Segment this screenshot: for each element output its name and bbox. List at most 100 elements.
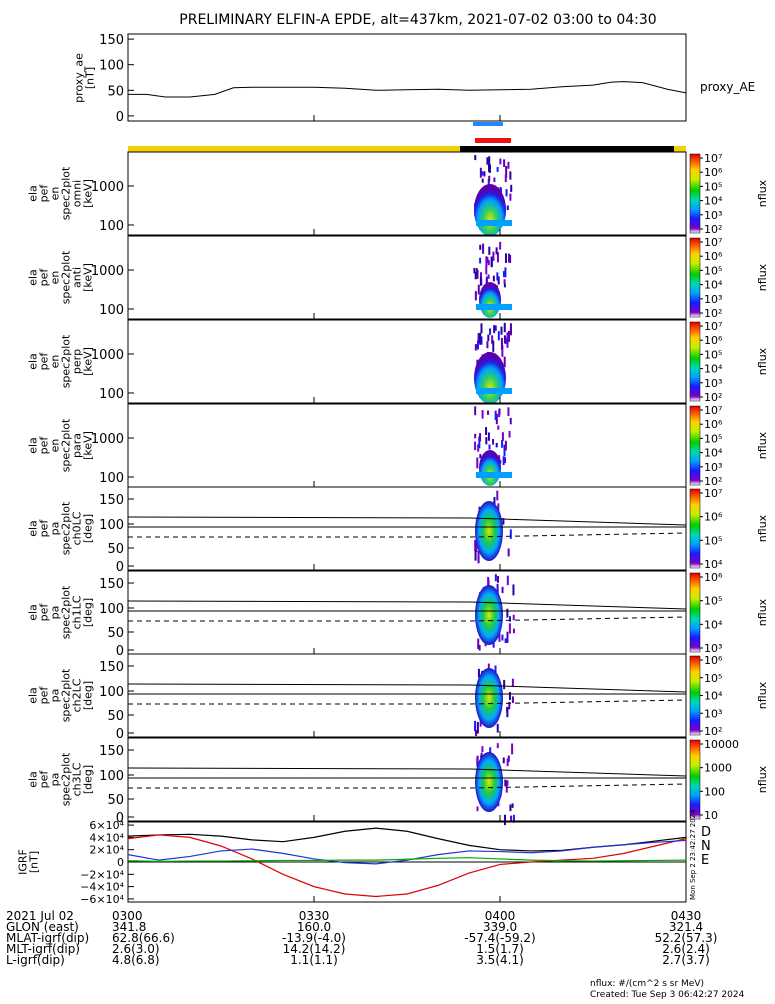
flux-pixel <box>496 166 499 172</box>
flux-pixel <box>481 171 484 176</box>
panel-ylabel-line: ela <box>27 520 40 537</box>
colorbar-tick-label: 10⁵ <box>704 348 722 361</box>
spectrogram-panel-4: 1000100elapefenspec2plotpara[keV]10⁷10⁶1… <box>27 403 769 488</box>
igrf-ylabel: IGRF[nT] <box>17 849 41 875</box>
flux-pixel <box>474 720 477 732</box>
panel-ytick-label: 50 <box>107 542 124 557</box>
flux-pixel <box>479 257 482 264</box>
colorbar-tick-label: 10² <box>704 391 722 404</box>
flux-pixel <box>496 723 499 733</box>
flux-pixel <box>501 440 504 448</box>
flux-pixel <box>508 430 511 438</box>
flux-pixel <box>497 276 500 285</box>
colorbar-tick-label: 10⁷ <box>704 487 722 500</box>
igrf-legend-N: N <box>701 839 711 854</box>
colorbar-tick-label: 10³ <box>704 293 722 306</box>
footer-row-value: 0300 <box>112 909 143 923</box>
igrf-ytick-label: −2×10⁴ <box>80 868 124 881</box>
colorbar-tick-label: 100 <box>704 785 725 798</box>
igrf-ytick-label: 2×10⁴ <box>89 844 124 857</box>
colorbar-tick-label: 10⁶ <box>704 511 723 524</box>
flux-pixel <box>481 746 484 753</box>
panel-ylabel-line: en <box>49 187 62 201</box>
flux-pixel <box>509 804 512 812</box>
flux-pixel <box>494 410 497 420</box>
flux-pixel <box>502 757 505 764</box>
panel-ylabel-line: pa <box>49 606 62 620</box>
panel-ytick-label: 100 <box>99 387 124 402</box>
colorbar <box>689 153 701 234</box>
flux-pixel <box>482 243 485 254</box>
loss-cone-lower <box>128 699 687 705</box>
flux-pixel <box>475 543 478 552</box>
flux-pixel <box>493 497 496 508</box>
panel-ylabel-line: spec2plot <box>60 250 73 304</box>
flux-pixel <box>510 815 513 821</box>
flux-pixel <box>504 457 507 464</box>
flux-pixel <box>486 341 489 349</box>
panel-ylabel-line: spec2plot <box>60 668 73 722</box>
panel-frame <box>127 403 687 488</box>
panel-ylabel-line: ela <box>27 185 40 202</box>
flux-blob <box>479 282 501 318</box>
colorbar-tick-label: 10³ <box>704 209 722 222</box>
flux-pixel <box>474 271 477 280</box>
panel-ylabel-line: spec2plot <box>60 501 73 555</box>
panel-ylabel-line: ch3LC <box>71 762 84 796</box>
flux-pixel <box>509 323 512 334</box>
flux-pixel <box>498 631 501 642</box>
loss-cone-upper <box>127 767 687 777</box>
panel-ytick-label: 150 <box>99 744 124 759</box>
panel-ytick-label: 50 <box>107 626 124 641</box>
colorbar <box>689 488 701 569</box>
panel-ylabel-line: pa <box>49 522 62 536</box>
panel-ylabel-line: perp <box>71 349 84 374</box>
panel-ylabel-line: en <box>49 271 62 285</box>
panel-ylabel-line: spec2plot <box>60 418 73 472</box>
flux-pixel <box>511 678 514 687</box>
figure-title: PRELIMINARY ELFIN-A EPDE, alt=437km, 202… <box>179 12 656 28</box>
footer-row-label: GLON (east) <box>6 920 79 934</box>
flux-pixel <box>507 407 510 416</box>
igrf-ytick-label: 6×10⁴ <box>89 819 124 832</box>
colorbar-tick-label: 10² <box>704 223 722 236</box>
colorbar-tick-label: 10⁷ <box>704 320 722 333</box>
flux-pixel <box>480 323 483 334</box>
flux-pixel <box>492 340 495 352</box>
panel-ylabel-line: pef <box>38 436 51 455</box>
igrf-panel: 6×10⁴4×10⁴2×10⁴0−2×10⁴−4×10⁴−6×10⁴DNEIGR… <box>17 115 711 906</box>
flux-pixel <box>477 550 480 563</box>
panel-ytick-label: 150 <box>99 577 124 592</box>
colorbar-tick-label: 10000 <box>704 738 739 751</box>
panel-ytick-label: 100 <box>99 518 124 533</box>
colorbar <box>689 237 701 318</box>
ae-series-line <box>128 81 687 98</box>
flux-pixel <box>478 436 481 449</box>
panel-ylabel-line: ela <box>27 269 40 286</box>
ae-ylabel: proxy_ae[nT] <box>73 53 97 103</box>
panel-ytick-label: 0 <box>116 727 124 742</box>
flux-pixel <box>481 410 484 419</box>
flux-pixel <box>487 178 490 187</box>
flux-blob <box>474 352 506 404</box>
units-note: nflux: #/(cm^2 s sr MeV) <box>590 979 704 989</box>
flux-pixel <box>473 267 476 274</box>
panel-ytick-label: 0 <box>116 560 124 575</box>
colorbar-label-group: nflux <box>756 765 769 793</box>
colorbar-label-group: nflux <box>756 598 769 626</box>
flux-pixel <box>485 427 488 436</box>
colorbar-tick-label: 10⁶ <box>704 250 723 263</box>
footer-row-value: 52.2(57.3) <box>655 931 718 945</box>
panel-frame <box>127 319 687 404</box>
status-bars <box>128 122 686 152</box>
flux-pixel <box>488 246 491 255</box>
flux-pixel <box>481 178 484 183</box>
panel-ylabel-line: [keV] <box>82 347 95 376</box>
daylight-bar-end <box>674 146 686 152</box>
colorbar-tick-label: 10² <box>704 307 722 320</box>
colorbar-tick-label: 10⁵ <box>704 432 722 445</box>
flux-pixel <box>492 439 495 445</box>
